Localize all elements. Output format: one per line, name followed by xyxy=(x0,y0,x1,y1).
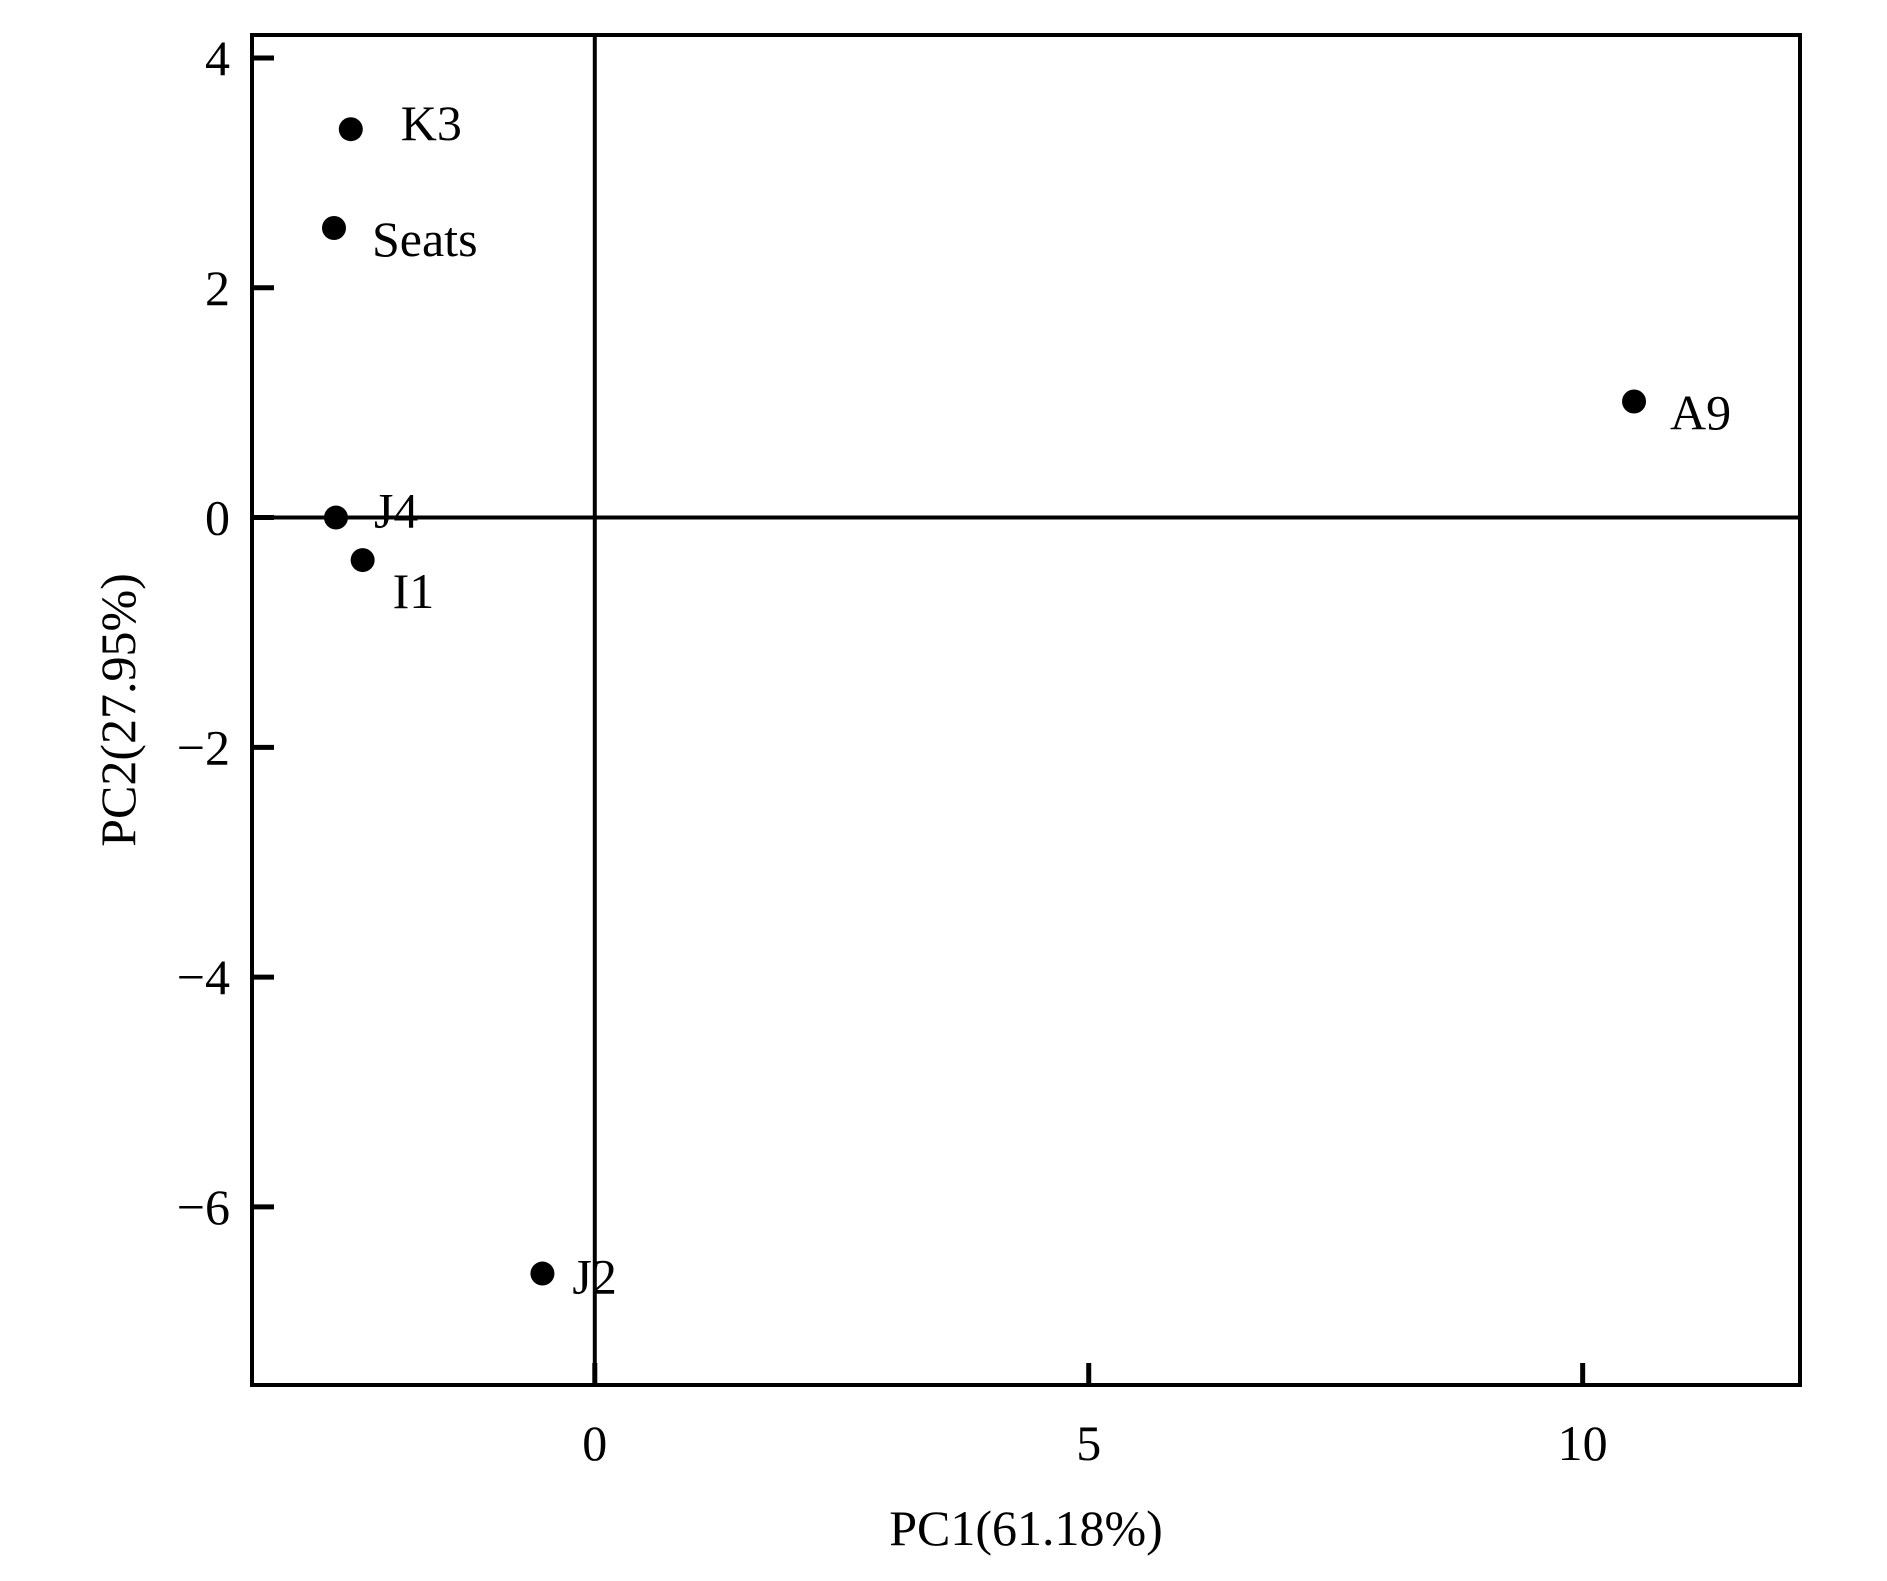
y-tick-label: −6 xyxy=(177,1179,230,1235)
tick-labels: 0 5 10 4 2 0 −2 −4 −6 xyxy=(177,30,1608,1471)
point-label-j4: J4 xyxy=(374,483,418,539)
data-point-a9 xyxy=(1622,389,1647,414)
y-tick-label: 4 xyxy=(205,30,230,86)
data-point-j4 xyxy=(323,505,348,530)
data-point-i1 xyxy=(350,548,375,573)
y-tick-label: 0 xyxy=(205,490,230,546)
point-label-i1: I1 xyxy=(393,563,435,619)
x-tick-label: 10 xyxy=(1558,1415,1608,1471)
y-tick-label: −2 xyxy=(177,719,230,775)
point-label-a9: A9 xyxy=(1670,385,1731,441)
point-label-j2: J2 xyxy=(572,1249,616,1305)
data-point-seats xyxy=(321,216,346,241)
y-tick-label: −4 xyxy=(177,949,230,1005)
data-point-j2 xyxy=(530,1261,555,1286)
plot-area-frame xyxy=(250,33,1802,1387)
x-tick-label: 0 xyxy=(582,1415,607,1471)
data-point-k3 xyxy=(338,117,363,142)
x-axis-label: PC1(61.18%) xyxy=(889,1500,1163,1556)
tick-marks xyxy=(252,55,1586,1385)
y-axis-label: PC2(27.95%) xyxy=(90,573,146,847)
axes xyxy=(250,33,1802,1387)
point-label-seats: Seats xyxy=(372,211,478,267)
data-points: K3 Seats A9 J4 I1 J2 xyxy=(321,95,1731,1305)
x-tick-label: 5 xyxy=(1076,1415,1101,1471)
point-label-k3: K3 xyxy=(401,95,462,151)
y-tick-label: 2 xyxy=(205,260,230,316)
